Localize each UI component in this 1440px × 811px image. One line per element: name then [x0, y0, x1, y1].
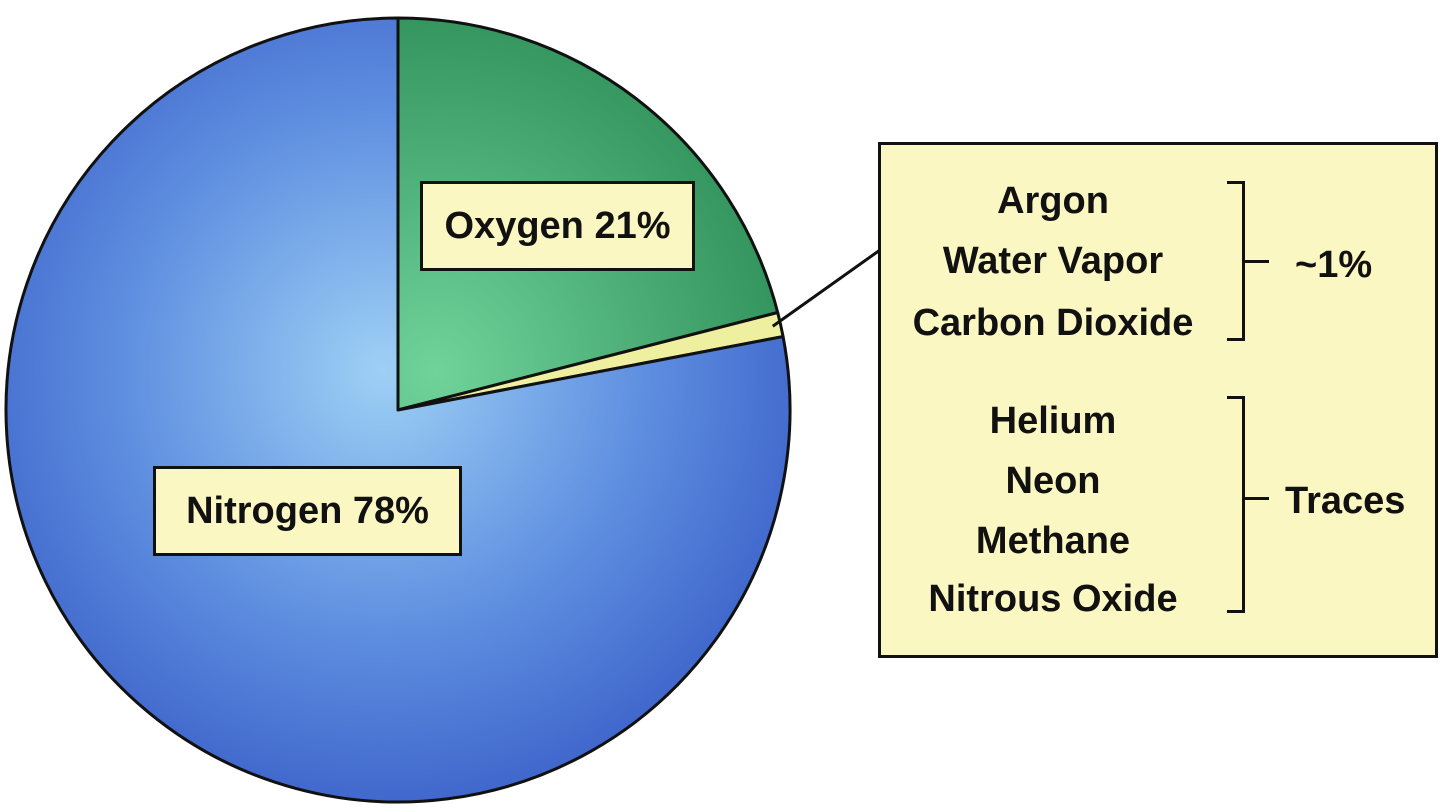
leader-line	[771, 248, 881, 328]
legend-item-water-vapor: Water Vapor	[942, 240, 1164, 282]
legend-item-helium: Helium	[989, 400, 1117, 442]
slice-label-nitrogen: Nitrogen 78%	[153, 466, 462, 556]
legend-item-carbon-dioxide: Carbon Dioxide	[912, 302, 1194, 344]
legend-item-nitrous-oxide: Nitrous Oxide	[928, 578, 1178, 620]
legend-item-neon: Neon	[1005, 460, 1101, 502]
pie-slice-nitrogen	[4, 16, 792, 804]
bracket-tick-group-2	[1245, 497, 1269, 500]
legend-box: Argon Water Vapor Carbon Dioxide ~1% Hel…	[878, 142, 1438, 658]
bracket-tick-group-1	[1245, 260, 1269, 263]
bracket-group-2	[1227, 396, 1245, 613]
legend-item-argon: Argon	[997, 180, 1109, 222]
legend-item-methane: Methane	[975, 520, 1131, 562]
group-label-approx-1-percent: ~1%	[1295, 244, 1373, 286]
group-label-traces: Traces	[1285, 480, 1406, 522]
bracket-group-1	[1227, 181, 1245, 341]
slice-label-oxygen: Oxygen 21%	[420, 181, 695, 271]
